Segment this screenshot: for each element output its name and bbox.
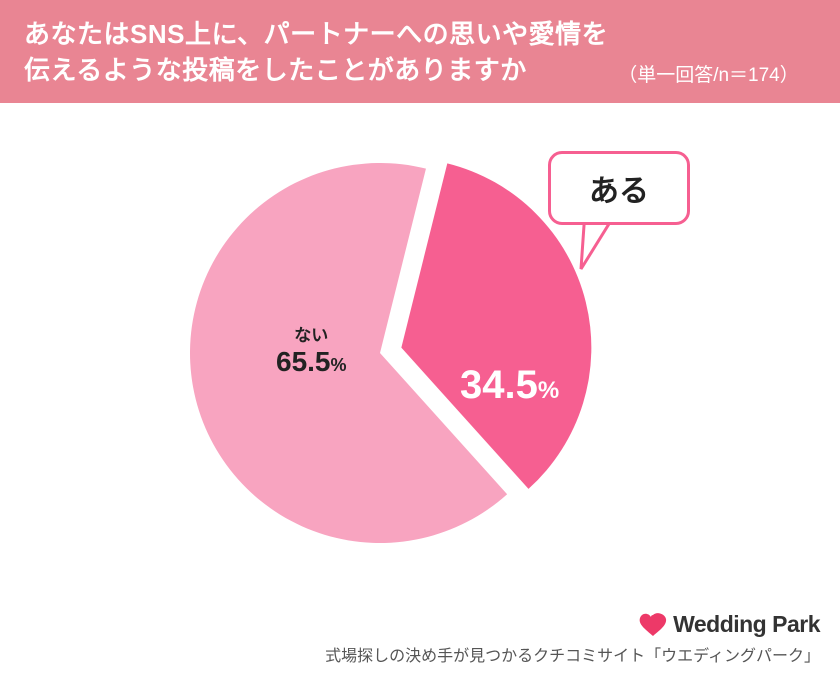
- brand: Wedding Park: [325, 611, 820, 638]
- callout-bubble: ある: [548, 151, 690, 225]
- footer: Wedding Park 式場探しの決め手が見つかるクチコミサイト「ウエディング…: [325, 611, 820, 666]
- slice-no-caption: ない: [276, 321, 347, 346]
- slice-yes-pct: %: [538, 377, 559, 404]
- slice-no-pct: %: [331, 355, 347, 375]
- pie-chart-area: ない 65.5% 34.5% ある: [0, 103, 840, 583]
- heart-icon: [639, 613, 667, 637]
- header-banner: あなたはSNS上に、パートナーへの思いや愛情を 伝えるような投稿をしたことがあり…: [0, 0, 840, 103]
- sample-size: （単一回答/n＝174）: [618, 60, 799, 89]
- title-line-1: あなたはSNS上に、パートナーへの思いや愛情を: [24, 19, 608, 49]
- slice-label-no: ない 65.5%: [276, 321, 347, 378]
- title-line-2: 伝えるような投稿をしたことがありますか: [24, 55, 527, 85]
- slice-yes-value: 34.5: [460, 363, 538, 407]
- brand-name: Wedding Park: [673, 611, 820, 638]
- callout-text: ある: [589, 175, 649, 208]
- slice-label-yes-value: 34.5%: [460, 363, 559, 408]
- slice-no-value: 65.5: [276, 346, 331, 377]
- question-title: あなたはSNS上に、パートナーへの思いや愛情を 伝えるような投稿をしたことがあり…: [24, 16, 608, 89]
- tagline: 式場探しの決め手が見つかるクチコミサイト「ウエディングパーク」: [325, 642, 820, 666]
